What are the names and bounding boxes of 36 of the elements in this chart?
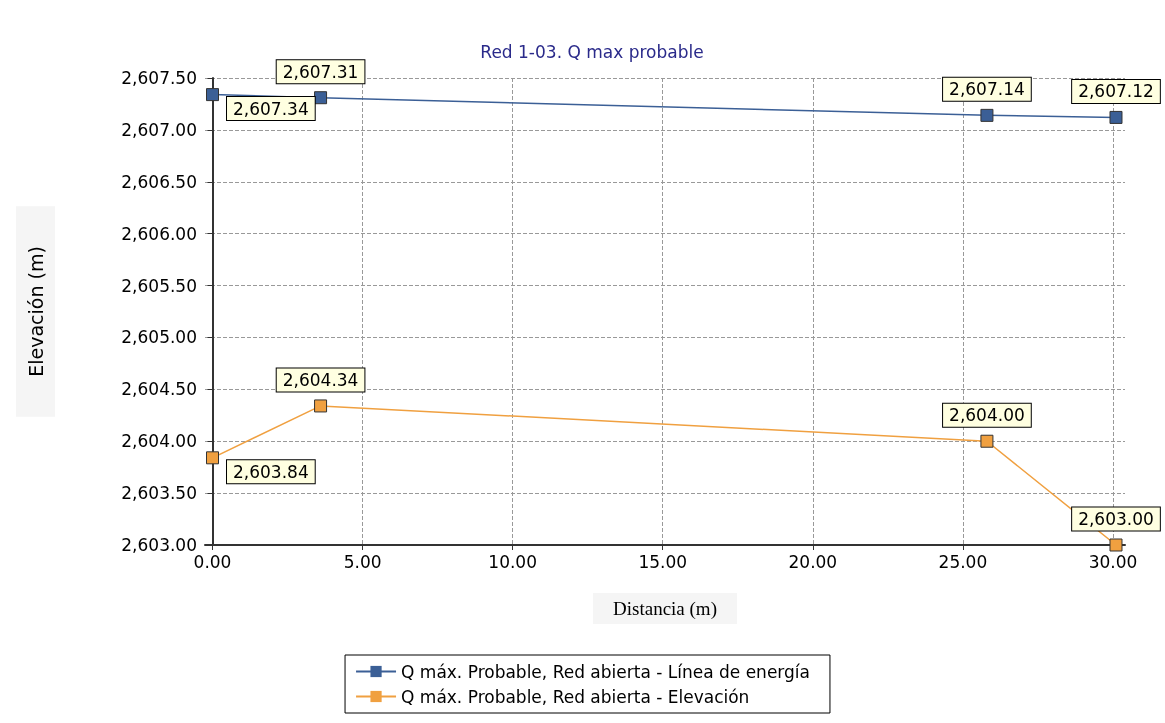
y-tick-label: 2,605.00: [121, 327, 197, 348]
point: [314, 91, 328, 105]
x-tick-label: 20.00: [788, 551, 838, 572]
chart-title: Red 1-03. Q max probable: [480, 41, 704, 62]
point: [980, 108, 994, 122]
data-label: 2,607.14: [949, 79, 1025, 100]
y-tick-label: 2,607.00: [121, 119, 197, 140]
legend-label: Q máx. Probable, Red abierta - Línea de energía: [401, 661, 810, 682]
point: [206, 88, 219, 102]
point: [1109, 110, 1123, 124]
x-axis-title: Distancia (m): [613, 598, 717, 620]
y-tick-label: 2,603.50: [121, 483, 197, 504]
point: [206, 451, 219, 465]
data-label: 2,604.34: [282, 369, 359, 390]
point: [1109, 538, 1123, 552]
x-tick-label: 10.00: [488, 551, 537, 572]
data-label: 2,604.00: [949, 405, 1025, 426]
data-label: 2,607.31: [282, 61, 359, 82]
x-tick-label: 15.00: [638, 551, 688, 572]
data-label: 2,607.34: [233, 98, 309, 119]
data-label: 2,607.12: [1078, 81, 1154, 102]
data-label: 2,603.00: [1078, 509, 1154, 529]
point: [980, 434, 994, 448]
point: [314, 399, 328, 413]
y-tick-label: 2,607.50: [121, 68, 197, 88]
y-axis-title: Elevación (m): [24, 246, 47, 377]
x-tick-label: 5.00: [343, 551, 382, 572]
legend-label: Q máx. Probable, Red abierta - Elevación: [401, 686, 750, 707]
y-tick-label: 2,606.50: [121, 171, 197, 192]
x-tick-label: 25.00: [938, 551, 988, 572]
y-tick-label: 2,605.50: [121, 275, 197, 296]
x-tick-label: 30.00: [1088, 551, 1138, 572]
y-tick-label: 2,606.00: [121, 223, 197, 244]
data-label: 2,603.84: [233, 461, 309, 482]
y-tick-label: 2,604.50: [121, 379, 197, 400]
y-tick-label: 2,604.00: [121, 431, 197, 452]
